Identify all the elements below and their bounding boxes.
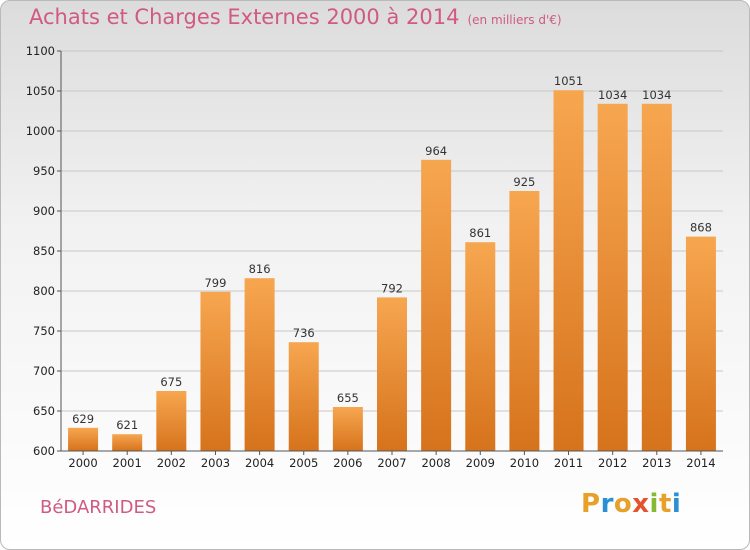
bar <box>332 407 363 451</box>
bar <box>200 291 231 451</box>
logo-letter: r <box>600 489 614 519</box>
logo-letter: x <box>632 489 650 519</box>
x-tick-label: 2002 <box>157 456 186 470</box>
x-tick-label: 2006 <box>333 456 362 470</box>
logo-letter: o <box>613 489 633 519</box>
bar-value-label: 799 <box>204 276 226 290</box>
bar-value-label: 868 <box>690 221 712 235</box>
bar-value-label: 1034 <box>598 88 627 102</box>
bar-value-label: 655 <box>337 391 359 405</box>
bar-value-label: 629 <box>72 412 94 426</box>
bar-value-label: 816 <box>249 262 271 276</box>
bar <box>685 236 716 451</box>
bar <box>421 159 452 452</box>
commune-name: BéDARRIDES <box>40 497 157 518</box>
x-tick-label: 2011 <box>554 456 583 470</box>
x-tick-label: 2008 <box>421 456 450 470</box>
x-tick-label: 2007 <box>377 456 406 470</box>
bar <box>288 342 319 451</box>
x-tick-label: 2000 <box>68 456 97 470</box>
bar-value-label: 792 <box>381 281 403 295</box>
y-tick-label: 1050 <box>26 84 55 98</box>
bar <box>68 427 99 451</box>
x-tick-label: 2005 <box>289 456 318 470</box>
bar-value-label: 925 <box>513 175 535 189</box>
bar <box>465 242 496 451</box>
logo-letter: t <box>658 489 672 519</box>
x-tick-label: 2010 <box>510 456 539 470</box>
logo-letter: i <box>671 489 682 519</box>
y-tick-label: 950 <box>33 164 55 178</box>
bar <box>377 297 407 451</box>
x-tick-label: 2009 <box>466 456 495 470</box>
proxiti-logo: Proxiti <box>581 489 681 519</box>
bar <box>156 391 187 451</box>
y-tick-label: 1100 <box>26 44 55 58</box>
bar-value-label: 964 <box>425 144 447 158</box>
y-tick-label: 800 <box>33 284 55 298</box>
y-tick-label: 750 <box>33 324 55 338</box>
x-tick-label: 2012 <box>598 456 627 470</box>
x-tick-label: 2001 <box>113 456 142 470</box>
x-tick-label: 2014 <box>686 456 715 470</box>
bar <box>553 90 584 451</box>
y-tick-label: 650 <box>33 404 55 418</box>
bar <box>509 191 540 451</box>
bar <box>112 434 143 451</box>
bar-labels: 629 621 675 799 816 736 655 792 964 861 925 1051 103… <box>72 74 712 432</box>
bar-value-label: 1034 <box>642 88 671 102</box>
bar-value-label: 861 <box>469 226 491 240</box>
axes: 600 650 700 750 800 850 900 950 1000 1050 1100 2000… <box>26 44 723 470</box>
y-tick-label: 600 <box>33 444 55 458</box>
x-tick-label: 2013 <box>642 456 671 470</box>
bar <box>244 278 275 451</box>
bar <box>641 103 672 452</box>
bars <box>68 90 716 452</box>
bar-value-label: 1051 <box>554 74 583 88</box>
x-tick-label: 2003 <box>201 456 230 470</box>
logo-letter: P <box>581 489 601 519</box>
y-tick-label: 700 <box>33 364 55 378</box>
x-tick-label: 2004 <box>245 456 274 470</box>
y-tick-label: 900 <box>33 204 55 218</box>
bar-value-label: 736 <box>293 326 315 340</box>
y-tick-label: 850 <box>33 244 55 258</box>
chart-title-main: Achats et Charges Externes 2000 à 2014 <box>29 5 460 29</box>
bar-value-label: 621 <box>116 418 138 432</box>
y-tick-label: 1000 <box>26 124 55 138</box>
logo-letter: i <box>649 489 659 519</box>
chart-title: Achats et Charges Externes 2000 à 2014 (e… <box>29 5 562 29</box>
bar <box>597 103 628 452</box>
chart-title-unit: (en milliers d'€) <box>467 13 562 27</box>
bar-value-label: 675 <box>160 375 182 389</box>
